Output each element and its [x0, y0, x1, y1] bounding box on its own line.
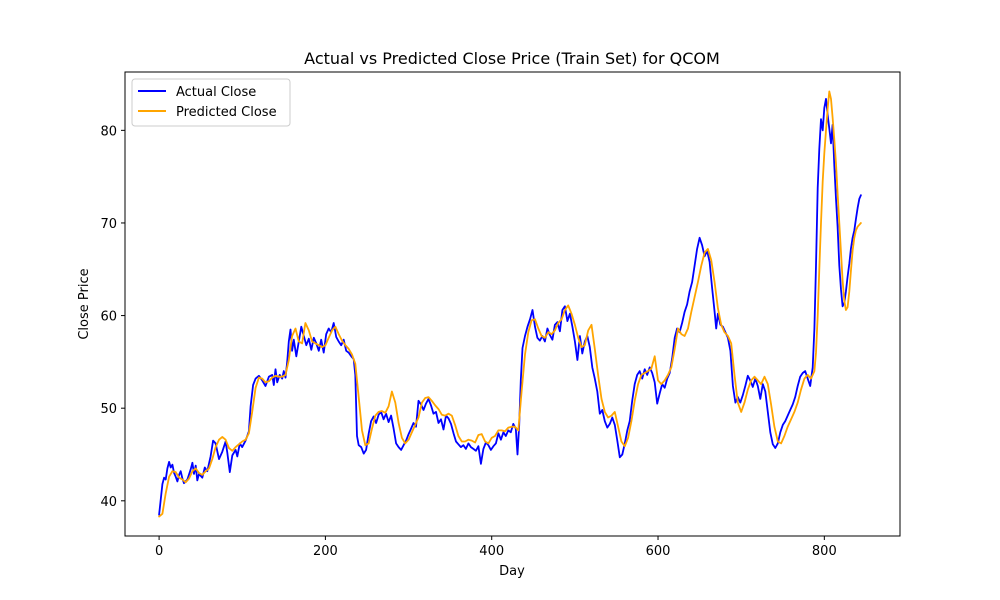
- series-line-predicted-close: [158, 90, 862, 518]
- y-tick-label: 40: [100, 495, 117, 510]
- x-tick-label: 200: [313, 544, 338, 559]
- plot-frame: [124, 71, 901, 537]
- series-layer: [158, 90, 862, 518]
- y-axis-label: Close Price: [77, 268, 92, 339]
- legend-box: [131, 78, 291, 127]
- plot-area: [124, 71, 901, 537]
- y-axis: 40 50 60 70 80: [100, 124, 125, 510]
- legend-label-predicted-close: Predicted Close: [176, 105, 277, 120]
- y-tick-label: 50: [100, 402, 117, 417]
- x-tick-label: 400: [479, 544, 504, 559]
- x-tick-label: 800: [812, 544, 837, 559]
- x-axis: 0 200 400 600 800: [155, 536, 837, 559]
- x-tick-label: 0: [155, 544, 163, 559]
- x-axis-label: Day: [499, 564, 525, 579]
- y-tick-label: 60: [100, 310, 117, 325]
- y-tick-label: 70: [100, 217, 117, 232]
- y-tick-label: 80: [100, 124, 117, 139]
- chart-title: Actual vs Predicted Close Price (Train S…: [304, 49, 720, 68]
- legend: Actual Close Predicted Close: [131, 78, 291, 127]
- x-tick-label: 600: [646, 544, 671, 559]
- legend-label-actual-close: Actual Close: [176, 85, 256, 100]
